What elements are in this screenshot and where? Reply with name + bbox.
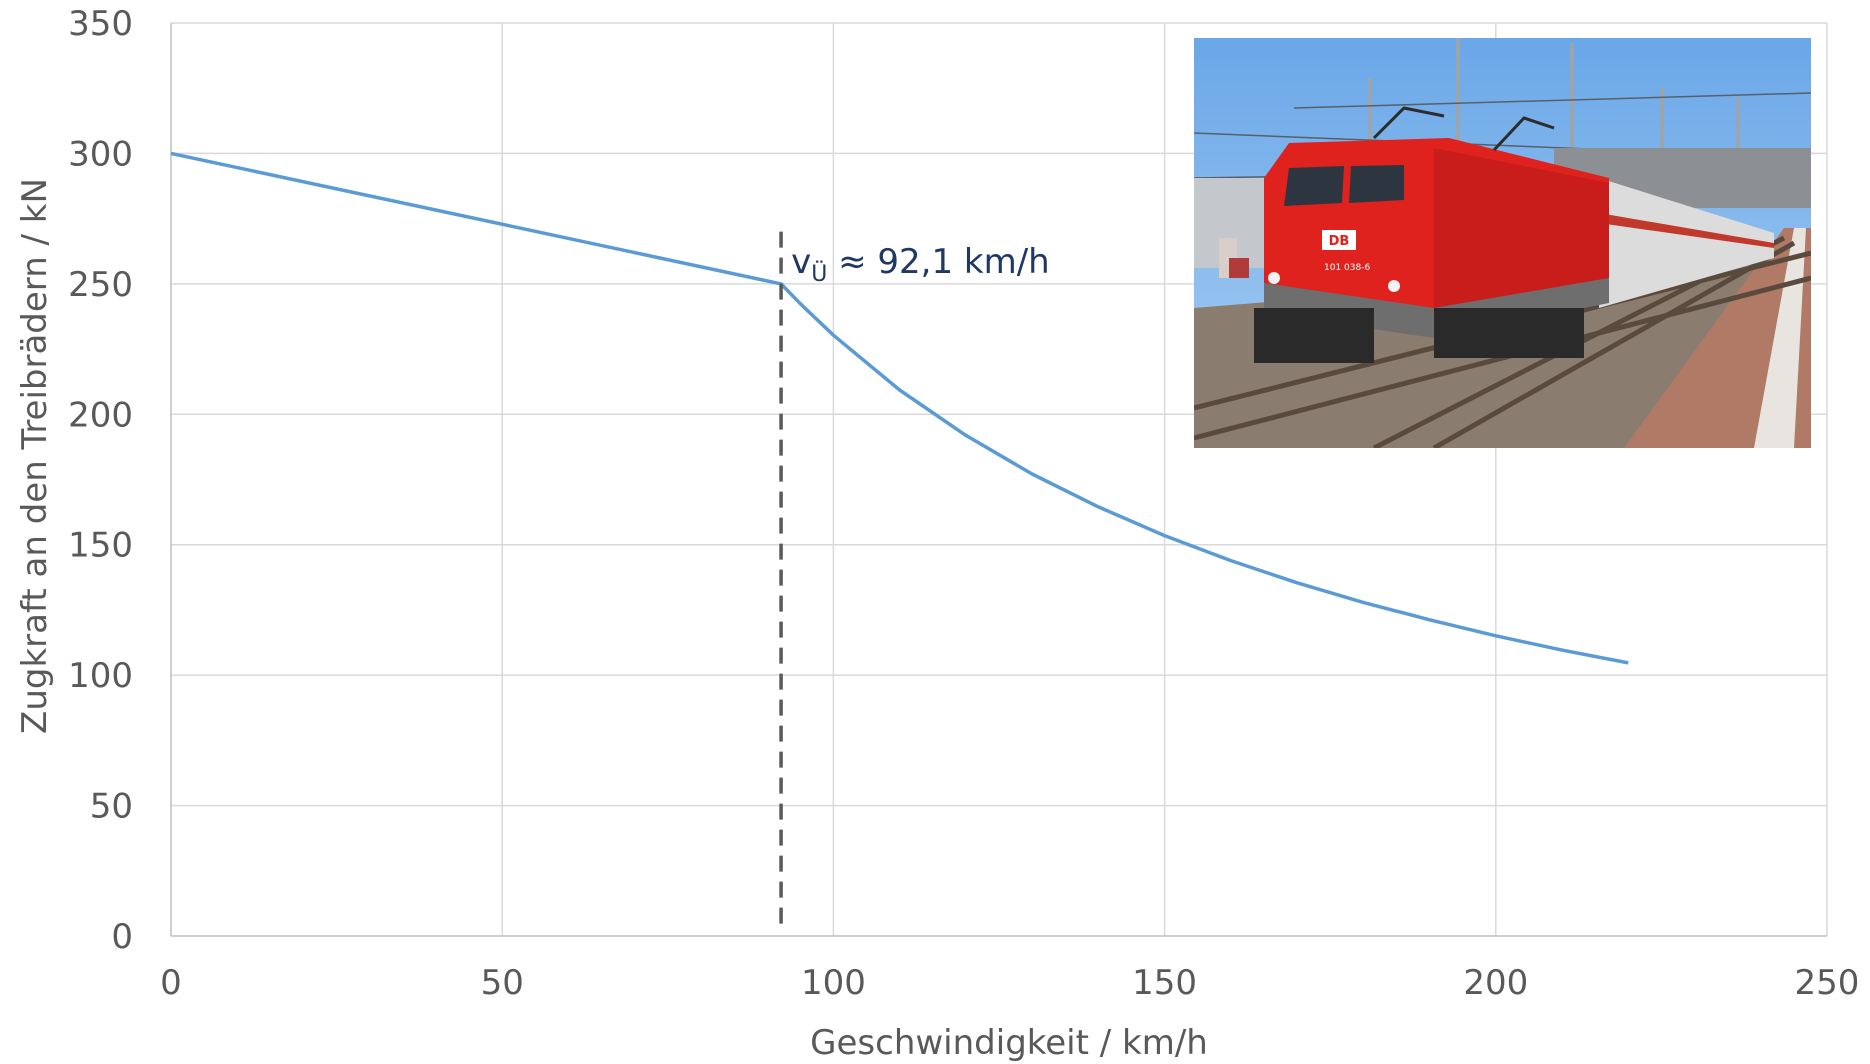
x-tick-label-100: 100 xyxy=(801,963,866,1003)
x-tick-label-50: 50 xyxy=(481,963,524,1003)
locomotive-photo: DB 101 038-6 xyxy=(1194,38,1811,448)
annotation-v-uebergang: vÜ ≈ 92,1 km/h xyxy=(791,242,1050,287)
passenger-coaches xyxy=(1599,178,1774,308)
y-axis-title: Zugkraft an den Treibrädern / kN xyxy=(15,178,55,734)
x-tick-label-250: 250 xyxy=(1795,963,1860,1003)
x-tick-label-150: 150 xyxy=(1132,963,1197,1003)
series-line-0 xyxy=(170,151,1629,665)
x-tick-label-0: 0 xyxy=(160,963,182,1003)
axes xyxy=(170,23,1827,937)
y-tick-label-300: 300 xyxy=(68,134,133,174)
y-tick-label-50: 50 xyxy=(90,787,133,827)
y-tick-label-100: 100 xyxy=(68,656,133,696)
series-layer xyxy=(170,151,1629,665)
y-tick-labels: 0 50 100 150 200 250 300 350 xyxy=(68,4,133,957)
y-tick-label-250: 250 xyxy=(68,265,133,305)
y-tick-label-350: 350 xyxy=(68,4,133,44)
y-tick-label-150: 150 xyxy=(68,526,133,566)
y-tick-label-0: 0 xyxy=(111,917,133,957)
x-tick-label-200: 200 xyxy=(1463,963,1528,1003)
x-axis-title: Geschwindigkeit / km/h xyxy=(810,1023,1208,1063)
x-tick-labels: 0 50 100 150 200 250 xyxy=(160,963,1859,1003)
db-logo xyxy=(1322,230,1356,250)
svg-text:DB: DB xyxy=(1329,234,1350,249)
svg-text:101 038-6: 101 038-6 xyxy=(1324,263,1370,273)
y-tick-label-200: 200 xyxy=(68,395,133,435)
